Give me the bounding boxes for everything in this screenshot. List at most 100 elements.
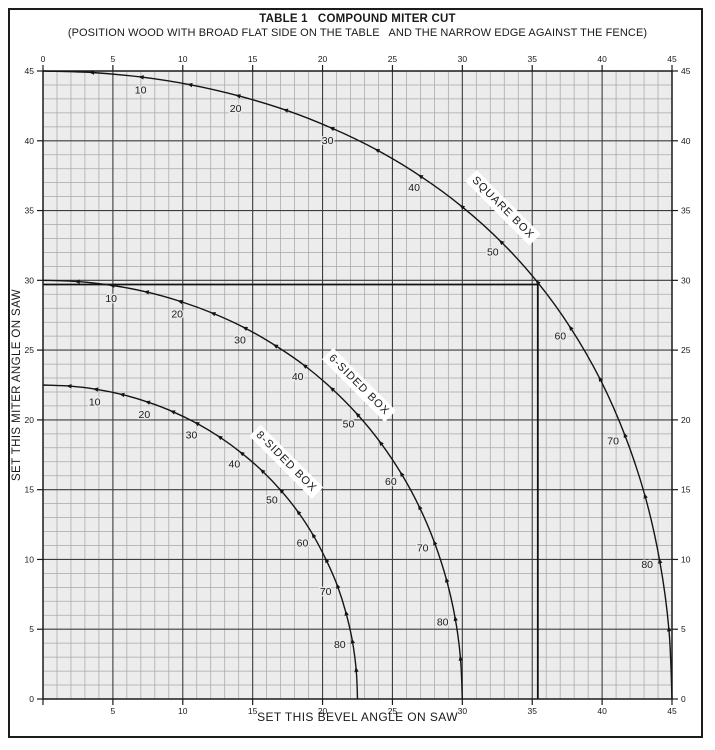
point-marker: [296, 509, 302, 516]
point-marker: [217, 435, 223, 441]
tick-label-bottom: 30: [458, 706, 468, 716]
tick-label-right: 0: [681, 694, 686, 704]
point-marker: [458, 655, 463, 661]
tick-label-right: 10: [681, 554, 691, 564]
tick-label-bottom: 15: [248, 706, 258, 716]
point-label: 10: [135, 85, 147, 97]
tick-labels: 0 5 5 10 10 15 15 20 20 25 25 30 30 35 35 40 40 45 45 0 0 5 5 1…: [25, 54, 691, 716]
point-marker: [433, 540, 438, 546]
tick-label-top: 0: [41, 54, 46, 64]
series-name-label-bg: [465, 169, 541, 246]
point-marker: [399, 471, 405, 477]
tick-label-left: 30: [25, 275, 35, 285]
tick-label-top: 10: [178, 54, 188, 64]
tick-label-top: 20: [318, 54, 328, 64]
point-marker: [417, 174, 424, 180]
tick-label-right: 5: [681, 624, 686, 634]
point-label: 40: [408, 182, 420, 194]
tick-label-top: 15: [248, 54, 258, 64]
point-label: 60: [297, 537, 309, 549]
point-label: 70: [607, 435, 619, 447]
point-marker: [344, 610, 349, 616]
minor-grid: [43, 71, 672, 699]
point-label: 20: [139, 409, 151, 421]
tick-label-right: 35: [681, 206, 691, 216]
tick-label-bottom: 35: [527, 706, 537, 716]
point-marker: [329, 386, 336, 392]
point-marker: [568, 325, 574, 331]
point-marker: [194, 422, 200, 427]
point-marker: [282, 108, 289, 113]
tick-label-left: 15: [25, 485, 35, 495]
point-label: 60: [554, 330, 566, 342]
axis-ticks: [37, 65, 678, 705]
example-reference-lines: [43, 283, 539, 699]
point-label: 20: [230, 103, 242, 115]
tick-label-right: 25: [681, 345, 691, 355]
point-marker: [210, 312, 216, 317]
point-marker: [74, 279, 80, 284]
point-marker: [498, 240, 505, 246]
point-marker: [598, 376, 603, 382]
point-label: 40: [229, 458, 241, 470]
tick-label-top: 45: [667, 54, 677, 64]
point-label: 70: [417, 543, 429, 555]
point-marker: [658, 558, 663, 564]
point-marker: [66, 384, 72, 389]
point-label: 70: [320, 586, 332, 598]
point-marker: [119, 392, 125, 398]
series-name-label-bg: [321, 347, 396, 422]
point-label: 10: [89, 397, 101, 409]
point-label: 80: [334, 639, 346, 651]
tick-label-left: 25: [25, 345, 35, 355]
tick-label-right: 15: [681, 485, 691, 495]
point-marker: [92, 387, 99, 392]
point-label: 10: [105, 293, 117, 305]
point-label: 30: [322, 135, 334, 147]
tick-label-top: 25: [388, 54, 398, 64]
point-label: 80: [437, 616, 449, 628]
point-marker: [109, 283, 115, 288]
tick-label-right: 40: [681, 136, 691, 146]
tick-label-top: 35: [527, 54, 537, 64]
point-marker: [418, 504, 423, 511]
tick-label-right: 45: [681, 66, 691, 76]
x-axis-title: SET THIS BEVEL ANGLE ON SAW: [257, 710, 458, 724]
point-marker: [324, 557, 330, 564]
point-marker: [374, 148, 381, 153]
point-marker: [177, 299, 183, 305]
tick-label-right: 30: [681, 275, 691, 285]
tick-label-left: 10: [25, 554, 35, 564]
point-marker: [354, 666, 359, 673]
point-marker: [355, 412, 361, 418]
tick-label-left: 20: [25, 415, 35, 425]
chart-title: TABLE 1 COMPOUND MITER CUT: [259, 13, 456, 25]
tick-label-bottom: 5: [111, 706, 116, 716]
point-marker: [459, 204, 466, 210]
tick-label-right: 20: [681, 415, 691, 425]
point-marker: [643, 493, 648, 499]
point-label: 20: [171, 309, 183, 321]
point-label: 30: [186, 430, 198, 442]
point-marker: [623, 432, 628, 439]
tick-label-left: 45: [25, 66, 35, 76]
point-marker: [88, 70, 95, 75]
point-label: 30: [234, 335, 246, 347]
point-label: 50: [343, 419, 355, 431]
point-marker: [187, 82, 193, 88]
point-marker: [329, 127, 335, 132]
tick-label-top: 5: [111, 54, 116, 64]
point-marker: [260, 469, 266, 475]
point-marker: [239, 451, 245, 457]
tick-label-bottom: 20: [318, 706, 328, 716]
point-label: 50: [266, 494, 278, 506]
tick-label-left: 40: [25, 136, 35, 146]
point-label: 50: [487, 246, 499, 258]
tick-label-bottom: 10: [178, 706, 188, 716]
point-marker: [378, 440, 384, 447]
tick-label-left: 5: [29, 624, 34, 634]
point-marker: [235, 94, 241, 99]
major-grid: [43, 71, 672, 699]
point-marker: [143, 290, 150, 295]
